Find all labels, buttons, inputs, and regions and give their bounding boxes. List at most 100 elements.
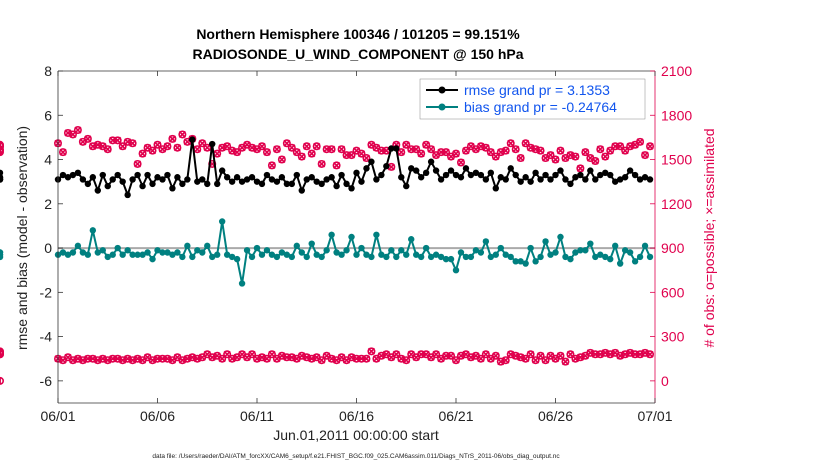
obs-possible-point [262, 148, 271, 157]
rmse-point [139, 182, 146, 190]
obs-assimilated-stroke [392, 350, 400, 358]
obs-assimilated-stroke [173, 353, 181, 361]
obs-assimilated-point [437, 355, 445, 363]
obs-assimilated-stroke [218, 144, 226, 152]
rmse-point [631, 171, 639, 179]
rmse-point [333, 182, 340, 190]
obs-possible-point [277, 155, 286, 164]
obs-assimilated-point [124, 138, 132, 146]
obs-possible-point [342, 151, 351, 160]
obs-assimilated-stroke [94, 141, 102, 149]
rmse-point [447, 167, 455, 174]
obs-assimilated-stroke [293, 355, 301, 363]
bias-point [462, 253, 470, 261]
obs-assimilated-stroke [293, 148, 301, 156]
obs-assimilated-point [198, 353, 206, 361]
obs-assimilated-point [641, 349, 649, 357]
obs-assimilated-point [537, 147, 545, 155]
obs-assimilated-stroke [472, 352, 480, 360]
obs-assimilated-stroke [273, 145, 281, 153]
bias-point [626, 249, 634, 256]
obs-assimilated-point [636, 350, 644, 358]
bias-point [129, 251, 136, 258]
obs-assimilated-point [79, 356, 87, 364]
obs-possible-point [0, 148, 4, 157]
obs-possible-point [267, 350, 276, 359]
obs-possible-point [0, 145, 4, 154]
rmse-point [641, 174, 649, 181]
rmse-point [398, 174, 405, 181]
obs-assimilated-stroke [447, 352, 455, 360]
rmse-point [79, 176, 87, 183]
obs-possible-point [267, 161, 276, 170]
legend-label-rmse: rmse grand pr = 3.1353 [464, 82, 610, 98]
bias-point [572, 249, 579, 256]
obs-assimilated-stroke [571, 153, 579, 161]
obs-possible-point [447, 351, 456, 360]
obs-assimilated-stroke [298, 153, 306, 161]
rmse-point [273, 178, 281, 185]
obs-assimilated-stroke [163, 142, 172, 150]
obs-assimilated-point [541, 154, 550, 162]
obs-possible-point [491, 152, 500, 161]
obs-assimilated-stroke [611, 349, 619, 357]
x-tick-label: 06/21 [438, 408, 473, 424]
obs-assimilated-point [626, 142, 634, 150]
obs-assimilated-stroke [561, 358, 570, 366]
obs-assimilated-stroke [268, 161, 276, 170]
obs-assimilated-stroke [576, 353, 584, 361]
bias-point [228, 253, 236, 261]
rmse-point [358, 178, 365, 185]
obs-assimilated-point [238, 144, 246, 152]
rmse-point [417, 174, 425, 181]
obs-assimilated-stroke [537, 147, 545, 155]
rmse-point [432, 167, 440, 174]
y-axis-left-label: rmse and bias (model - observation) [14, 126, 30, 350]
bias-point [631, 258, 639, 265]
obs-assimilated-point [412, 353, 420, 361]
bias-point [0, 251, 4, 258]
obs-assimilated-stroke [507, 139, 515, 147]
obs-assimilated-point [228, 355, 236, 363]
rmse-point [124, 191, 131, 199]
bias-point [99, 247, 106, 254]
rmse-point [134, 171, 141, 179]
rmse-point [204, 180, 211, 188]
chart-title-line1: Northern Hemisphere 100346 / 101205 = 99… [196, 26, 520, 42]
rmse-point [646, 176, 654, 183]
obs-assimilated-stroke [228, 355, 236, 363]
obs-assimilated-stroke [238, 144, 246, 152]
obs-possible-point [521, 139, 530, 148]
rmse-point [532, 169, 539, 177]
obs-assimilated-stroke [173, 144, 181, 152]
obs-assimilated-stroke [233, 353, 241, 361]
obs-assimilated-point [646, 142, 654, 150]
bias-point [602, 253, 609, 261]
rmse-point [552, 171, 559, 179]
obs-assimilated-stroke [417, 150, 425, 158]
obs-assimilated-point [303, 353, 311, 361]
y-left-tick-label: -2 [40, 284, 53, 300]
obs-assimilated-stroke [119, 356, 127, 364]
obs-assimilated-point [512, 352, 520, 360]
obs-possible-point [451, 356, 460, 365]
obs-assimilated-stroke [228, 147, 236, 155]
bias-point [134, 251, 141, 258]
legend-marker-bias [438, 103, 446, 111]
bias-point [89, 227, 97, 234]
obs-assimilated-stroke [303, 142, 311, 150]
plot-background [58, 71, 655, 403]
rmse-point [74, 169, 82, 177]
bias-point [109, 251, 116, 258]
obs-assimilated-point [203, 144, 211, 152]
x-tick-label: 06/11 [240, 408, 274, 424]
obs-assimilated-point [581, 148, 589, 156]
rmse-point [403, 182, 410, 190]
obs-assimilated-point [507, 139, 515, 147]
obs-assimilated-point [148, 147, 157, 155]
obs-assimilated-point [278, 352, 286, 360]
obs-assimilated-stroke [487, 148, 495, 156]
obs-assimilated-point [243, 141, 251, 149]
obs-assimilated-stroke [134, 160, 142, 168]
